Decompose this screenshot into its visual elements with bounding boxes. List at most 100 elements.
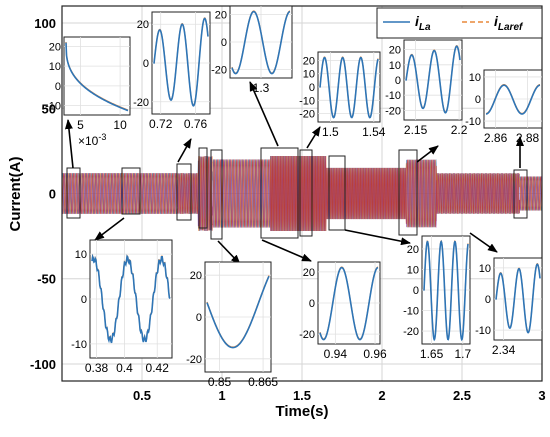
arrow bbox=[344, 229, 411, 246]
y-tick-labels: 100 50 0 -50 -100 bbox=[30, 16, 56, 372]
inset-x-tick-label: 2.86 bbox=[484, 131, 508, 145]
inset-y-tick-label: 0 bbox=[143, 58, 149, 70]
x-tick-label: 1.5 bbox=[293, 388, 311, 403]
x-tick-label: 1 bbox=[218, 388, 225, 403]
inset-trace bbox=[495, 263, 541, 334]
region-box bbox=[176, 163, 192, 221]
inset-y-tick-label: 20 bbox=[190, 270, 202, 282]
region-box bbox=[299, 149, 313, 237]
inset-y-tick-label: 20 bbox=[407, 244, 419, 256]
inset-2.15-2.2: 20 10 0 -10 -202.15 2.2 bbox=[385, 39, 468, 137]
inset-x-tick-label: 2.2 bbox=[451, 123, 468, 137]
inset-x-tick-label: 1.3 bbox=[253, 81, 270, 95]
plot-frame bbox=[61, 5, 543, 382]
x-tick-labels: 0.5 1 1.5 2 2.5 3 bbox=[133, 388, 546, 403]
inset-x-tick-label: 0.38 bbox=[85, 361, 109, 375]
region-box bbox=[121, 167, 141, 215]
inset-y-tick-label: 0 bbox=[475, 94, 481, 106]
inset-y-tick-label: -20 bbox=[186, 354, 202, 366]
x-tick-label: 3 bbox=[538, 388, 545, 403]
inset-y-tick-label: -20 bbox=[403, 326, 419, 338]
inset-trace bbox=[153, 17, 209, 107]
arrow bbox=[64, 119, 74, 169]
inset-x-tick-label: 2.15 bbox=[404, 123, 428, 137]
inset-y-tick-label: 0 bbox=[485, 294, 491, 306]
region-box bbox=[210, 149, 223, 240]
inset-trace bbox=[65, 42, 129, 112]
inset-x-tick-label: 10 bbox=[113, 118, 127, 132]
inset-y-tick-label: 10 bbox=[407, 264, 419, 276]
inset-y-tick-label: 0 bbox=[309, 298, 315, 310]
inset-x-tick-label: 1.5 bbox=[322, 125, 339, 139]
inset-x-tick-label: 0.4 bbox=[116, 361, 133, 375]
inset-1.65-1.7: 20 10 0 -10 -201.65 1.7 bbox=[403, 235, 471, 361]
inset-y-tick-label: -20 bbox=[299, 109, 315, 121]
inset-0.94-0.96: 20 0 -20 0.94 0.96 bbox=[299, 261, 387, 361]
inset-y-tick-label: -20 bbox=[385, 105, 401, 117]
inset-y-tick-label: 20 bbox=[215, 10, 227, 22]
y-tick-label: 0 bbox=[49, 187, 56, 202]
region-box bbox=[328, 155, 346, 231]
arrow bbox=[416, 145, 439, 163]
inset-y-tick-label: 0 bbox=[221, 37, 227, 49]
y-tick-label: -100 bbox=[30, 357, 56, 372]
inset-y-tick-label: 0 bbox=[81, 294, 87, 306]
inset-x-tick-label: 1.65 bbox=[420, 347, 444, 361]
inset-trace bbox=[91, 253, 171, 344]
inset-x-tick-label: 0.85 bbox=[208, 375, 232, 389]
region-box bbox=[66, 167, 81, 219]
arrow bbox=[94, 217, 125, 241]
inset-y-tick-label: 0 bbox=[55, 81, 61, 93]
inset-y-tick-label: 20 bbox=[389, 45, 401, 57]
arrow bbox=[249, 81, 279, 147]
inset-x-tick-label: 0.72 bbox=[149, 117, 173, 131]
arrow bbox=[177, 138, 192, 163]
inset-x-tick-label: 1.7 bbox=[454, 347, 471, 361]
inset-y-tick-label: -10 bbox=[45, 101, 61, 113]
legend: iLa iLaref bbox=[376, 7, 543, 39]
inset-y-tick-label: 10 bbox=[75, 249, 87, 261]
inset-y-tick-label: -10 bbox=[71, 339, 87, 351]
legend-box bbox=[376, 7, 543, 39]
y-tick-label: 100 bbox=[34, 16, 56, 31]
y-tick-label: -50 bbox=[37, 272, 56, 287]
inset-y-tick-label: -10 bbox=[475, 325, 491, 337]
inset-trace bbox=[319, 266, 379, 341]
x-axis-label: Time(s) bbox=[275, 403, 328, 420]
inset-1.5-1.54: 20 100-10 -20 1.5 1.54 bbox=[299, 51, 386, 139]
arrow bbox=[261, 239, 312, 262]
inset-y-tick-label: 20 bbox=[303, 267, 315, 279]
inset-trace bbox=[231, 10, 291, 75]
inset-y-tick-label: 10 bbox=[469, 72, 481, 84]
x-tick-label: 2 bbox=[378, 388, 385, 403]
inset-y-tick-label: -20 bbox=[211, 64, 227, 76]
inset-y-tick-label: 0 bbox=[309, 82, 315, 94]
inset-y-tick-label: 10 bbox=[479, 263, 491, 275]
inset-0.85-0.865: 20 0 -20 0.85 0.865 bbox=[186, 261, 278, 389]
arrow bbox=[469, 232, 498, 253]
inset-trace bbox=[319, 56, 379, 119]
inset-y-tick-label: 10 bbox=[49, 61, 61, 73]
y-axis-label: Current(A) bbox=[7, 157, 24, 232]
x-tick-label: 2.5 bbox=[453, 388, 471, 403]
inset-2.34: 10 0 -102.34 bbox=[475, 257, 543, 357]
region-box bbox=[198, 147, 208, 229]
inset-2.86-2.88: 10 0 -102.86 2.88 bbox=[465, 69, 543, 145]
legend-label-ila: iLa bbox=[415, 13, 431, 33]
inset-y-tick-label: -20 bbox=[133, 97, 149, 109]
inset-0.38-0.42: 10 0 -10 0.38 0.4 0.42 bbox=[71, 239, 173, 375]
inset-y-tick-label: 0 bbox=[395, 75, 401, 87]
inset-trace bbox=[485, 84, 541, 115]
inset-y-tick-label: -10 bbox=[299, 95, 315, 107]
inset-trace bbox=[405, 45, 461, 114]
region-box bbox=[260, 147, 299, 239]
inset-0.72-0.76: 20 0 -200.72 0.76 bbox=[133, 11, 211, 131]
inset-1.3: 20 0 -20 1.3 bbox=[211, 5, 293, 95]
inset-x-tick-label: 0.76 bbox=[184, 117, 208, 131]
inset-x-tick-label: 0.865 bbox=[248, 375, 278, 389]
inset-y-tick-label: -10 bbox=[385, 90, 401, 102]
zoom-arrows bbox=[64, 81, 524, 265]
inset-y-tick-label: 20 bbox=[49, 41, 61, 53]
